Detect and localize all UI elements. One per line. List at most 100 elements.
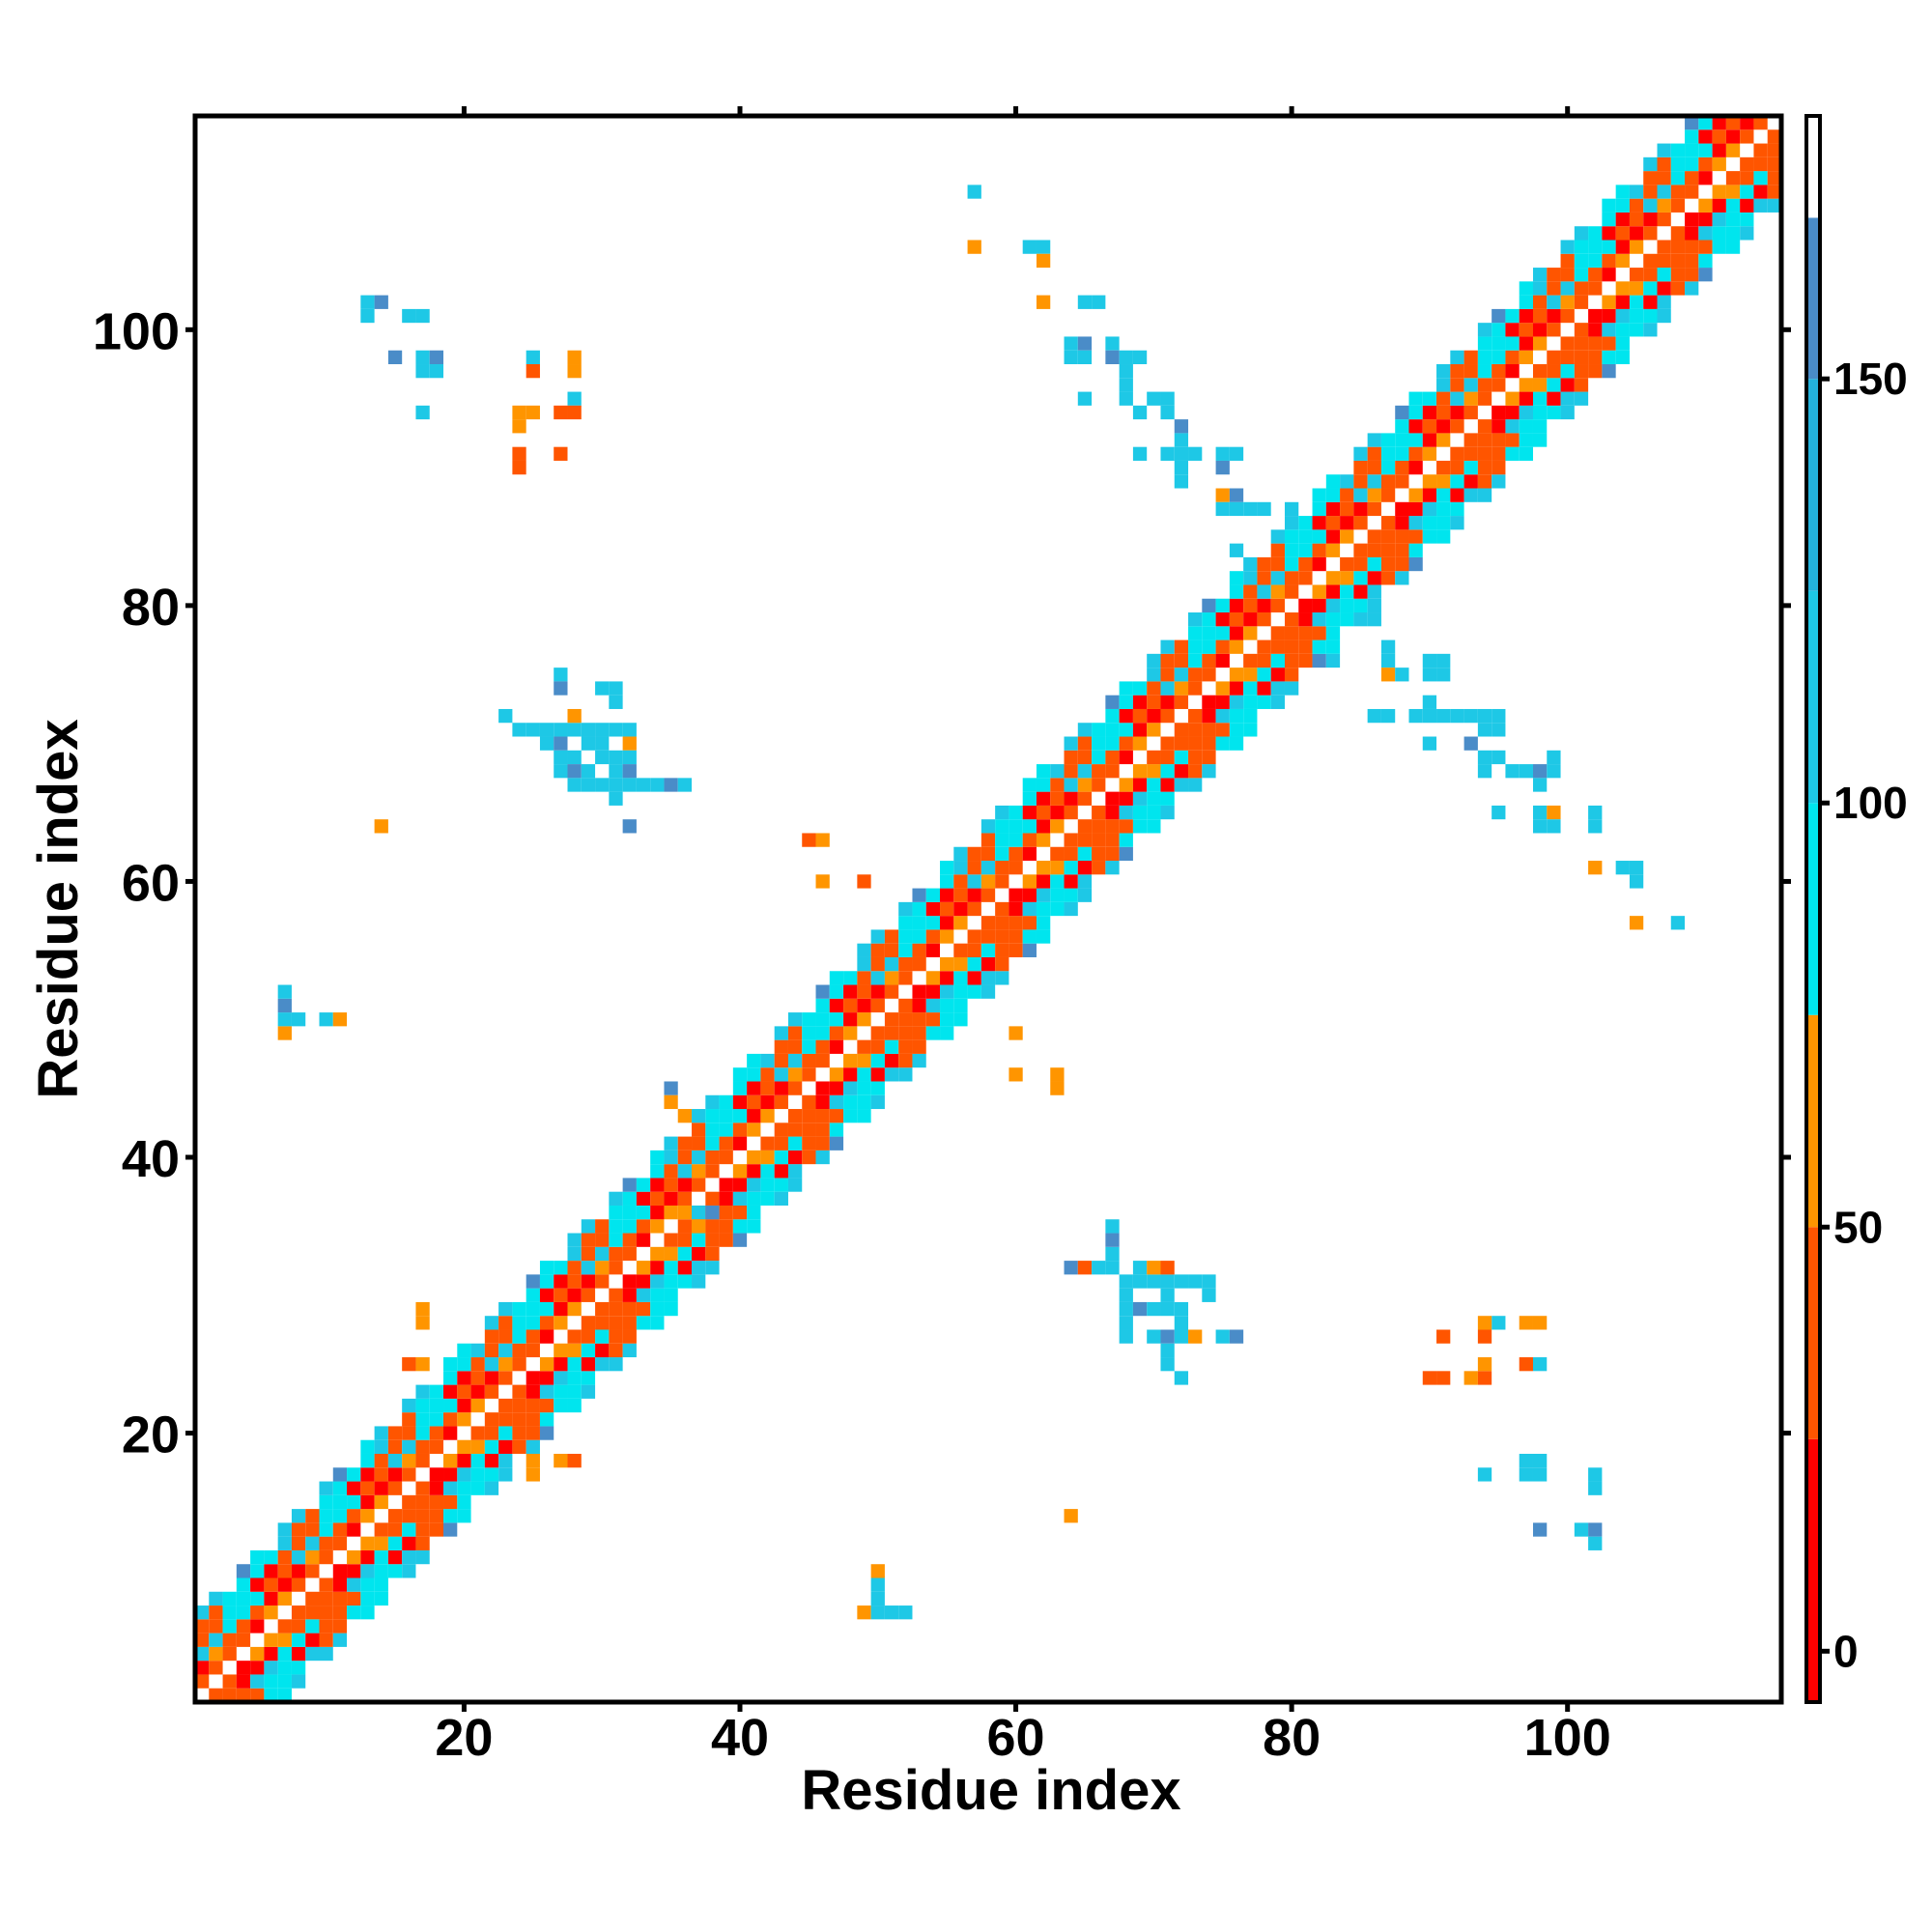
heatmap-cell: [1436, 364, 1451, 379]
heatmap-cell: [195, 1633, 210, 1647]
heatmap-cell: [470, 1371, 485, 1385]
heatmap-cell: [1077, 764, 1093, 779]
heatmap-cell: [1229, 639, 1244, 654]
heatmap-cell: [664, 1288, 678, 1302]
heatmap-cell: [567, 1261, 582, 1275]
heatmap-cell: [1312, 556, 1326, 572]
heatmap-cell: [1532, 364, 1548, 379]
heatmap-cell: [443, 1412, 458, 1427]
heatmap-cell: [264, 1549, 278, 1565]
heatmap-cell: [1685, 212, 1699, 227]
heatmap-cell: [636, 1316, 651, 1330]
heatmap-cell: [1767, 156, 1781, 172]
heatmap-cell: [677, 1109, 693, 1123]
heatmap-cell: [443, 1384, 458, 1399]
heatmap-cell: [1050, 778, 1065, 792]
heatmap-cell: [1505, 350, 1520, 365]
heatmap-cell: [829, 1094, 844, 1110]
heatmap-cell: [1119, 378, 1133, 392]
heatmap-cell: [719, 1136, 733, 1151]
heatmap-cell: [332, 1494, 348, 1510]
heatmap-cell: [1422, 405, 1437, 420]
heatmap-cell: [857, 943, 871, 957]
heatmap-cell: [898, 929, 913, 944]
heatmap-cell: [1284, 584, 1299, 599]
heatmap-cell: [1422, 474, 1437, 489]
heatmap-cell: [1009, 916, 1023, 930]
heatmap-cell: [1022, 805, 1037, 820]
heatmap-cell: [512, 1439, 526, 1454]
heatmap-cell: [484, 1316, 499, 1330]
heatmap-cell: [802, 1109, 816, 1123]
heatmap-cell: [526, 1329, 540, 1344]
heatmap-cell: [747, 1122, 761, 1137]
heatmap-cell: [719, 1205, 733, 1220]
heatmap-cell: [526, 723, 540, 737]
heatmap-cell: [747, 1094, 761, 1110]
heatmap-cell: [940, 971, 954, 985]
heatmap-cell: [1643, 198, 1658, 213]
heatmap-cell: [664, 1164, 678, 1179]
heatmap-cell: [1574, 240, 1589, 254]
heatmap-cell: [236, 1564, 251, 1578]
heatmap-cell: [843, 1081, 858, 1095]
heatmap-cell: [319, 1591, 333, 1606]
heatmap-cell: [1408, 708, 1423, 724]
heatmap-cell: [1505, 419, 1520, 434]
heatmap-cell: [1560, 295, 1575, 309]
heatmap-cell: [470, 1426, 485, 1440]
heatmap-cell: [1643, 185, 1658, 199]
heatmap-cell: [1670, 268, 1686, 282]
heatmap-cell: [402, 308, 416, 324]
heatmap-cell: [857, 1012, 871, 1027]
heatmap-cell: [595, 1301, 610, 1317]
heatmap-cell: [470, 1398, 485, 1413]
heatmap-cell: [650, 1261, 665, 1275]
heatmap-cell: [1132, 695, 1148, 709]
heatmap-cell: [347, 1481, 361, 1495]
heatmap-cell: [291, 1605, 306, 1620]
heatmap-cell: [1588, 364, 1603, 379]
heatmap-cell: [884, 1605, 899, 1620]
heatmap-cell: [387, 1439, 403, 1454]
heatmap-cell: [554, 1343, 568, 1358]
heatmap-cell: [787, 1067, 803, 1082]
heatmap-cell: [705, 1205, 720, 1220]
heatmap-cell: [1505, 446, 1520, 461]
heatmap-cell: [622, 1274, 637, 1289]
heatmap-cell: [1160, 653, 1175, 668]
heatmap-cell: [236, 1674, 251, 1689]
heatmap-cell: [1422, 736, 1437, 751]
heatmap-cell: [1160, 791, 1175, 806]
heatmap-cell: [1698, 198, 1713, 213]
heatmap-cell: [925, 916, 941, 930]
colorbar-band: [1806, 1227, 1820, 1439]
heatmap-cell: [1740, 116, 1754, 130]
heatmap-cell: [1036, 833, 1051, 847]
heatmap-cell: [305, 1564, 320, 1578]
heatmap-cell: [1547, 391, 1561, 406]
heatmap-cell: [1215, 501, 1230, 517]
heatmap-cell: [1560, 281, 1575, 296]
heatmap-cell: [526, 405, 540, 420]
heatmap-cell: [692, 1274, 706, 1289]
heatmap-cell: [650, 778, 665, 792]
heatmap-cell: [747, 1219, 761, 1234]
heatmap-cell: [1532, 391, 1548, 406]
heatmap-cell: [526, 1301, 540, 1317]
heatmap-cell: [1519, 1316, 1533, 1330]
heatmap-cell: [1615, 336, 1630, 351]
heatmap-cell: [1395, 501, 1409, 517]
heatmap-cell: [332, 1564, 348, 1578]
heatmap-cell: [732, 1205, 748, 1220]
heatmap-cell: [1132, 1301, 1148, 1317]
heatmap-cell: [1560, 391, 1575, 406]
heatmap-cell: [1532, 1357, 1548, 1372]
heatmap-cell: [1477, 336, 1492, 351]
heatmap-cell: [1077, 888, 1093, 902]
heatmap-cell: [1574, 391, 1589, 406]
heatmap-cell: [1463, 488, 1478, 502]
heatmap-cell: [539, 1398, 554, 1413]
heatmap-cell: [995, 901, 1009, 917]
x-tick-label: 100: [1524, 1709, 1611, 1767]
